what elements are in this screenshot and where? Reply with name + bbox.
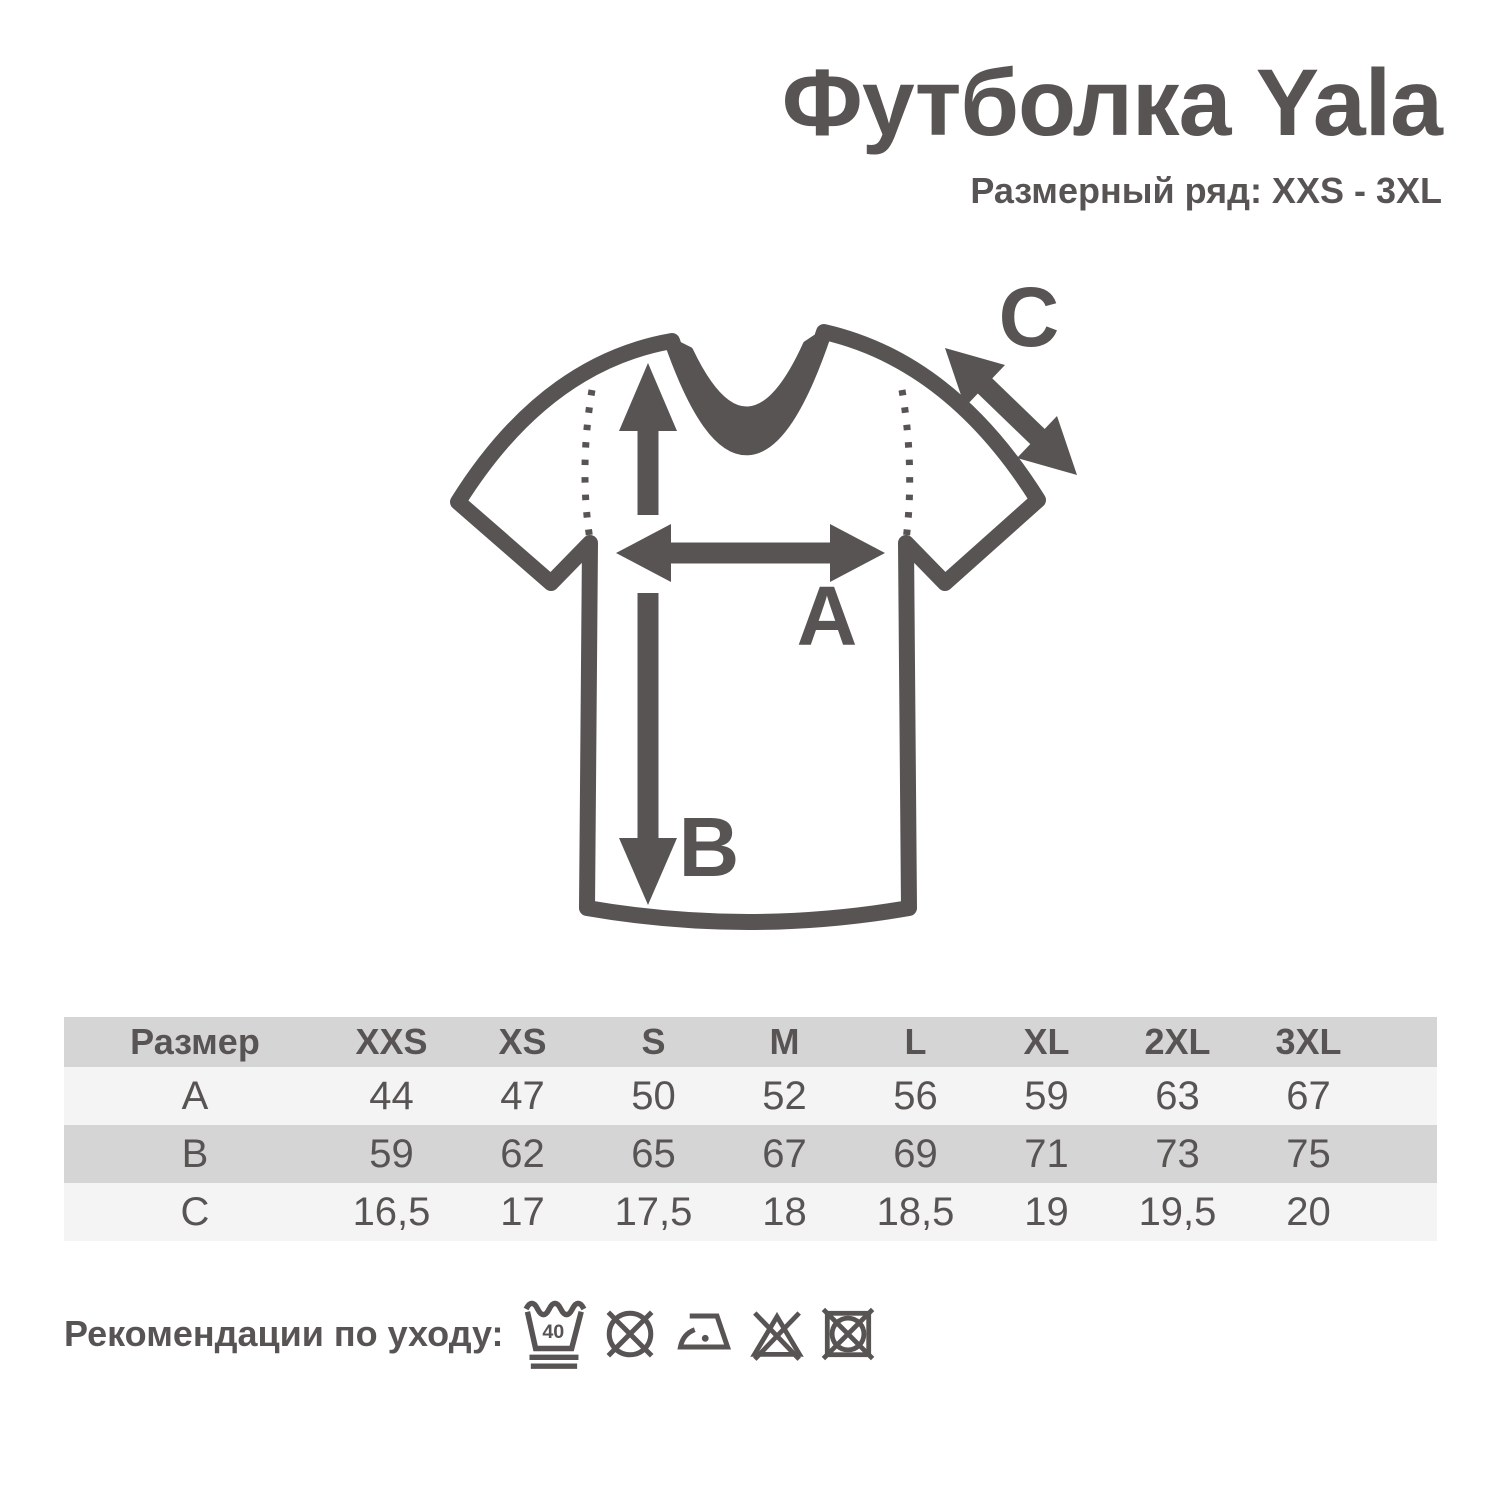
cell: 63 [1155,1073,1200,1118]
row-label: A [181,1073,209,1118]
size-table-wrap: Размер XXS XS S M L XL 2XL 3XL A 44 47 5… [64,1017,1437,1241]
column-header-size: Размер [64,1017,326,1067]
cell: 50 [631,1073,676,1118]
wash-40-icon: 40 [523,1300,586,1369]
measure-c-label: C [999,270,1060,364]
size-table-header-row: Размер XXS XS S M L XL 2XL 3XL [64,1017,1437,1067]
spacer-cell [1374,1125,1437,1183]
left-shoulder-seam-dotted [581,389,596,541]
care-recommendations-label: Рекомендации по уходу: [64,1312,504,1354]
cell: 59 [369,1131,414,1176]
cell: 19 [1024,1189,1069,1234]
cell: 67 [762,1131,807,1176]
column-header-3xl: 3XL [1243,1017,1374,1067]
measure-a-arrow [616,524,885,582]
cell: 65 [631,1131,676,1176]
cell: 18 [762,1189,807,1234]
cell: 17,5 [614,1189,693,1234]
cell: 52 [762,1073,807,1118]
header: Футболка Yala Размерный ряд: XXS - 3XL [781,50,1443,212]
column-header-2xl: 2XL [1112,1017,1243,1067]
cell: 44 [369,1073,414,1118]
wash-temp-label: 40 [542,1321,564,1343]
cell: 59 [1024,1073,1069,1118]
column-header-xxs: XXS [326,1017,457,1067]
care-section: Рекомендации по уходу: 40 [64,1296,878,1371]
measure-c-arrow [945,348,1077,475]
row-label: C [180,1189,210,1234]
table-row-a: A 44 47 50 52 56 59 63 67 [64,1067,1437,1125]
cell: 56 [893,1073,938,1118]
size-table: Размер XXS XS S M L XL 2XL 3XL A 44 47 5… [64,1017,1437,1241]
column-header-l: L [850,1017,981,1067]
right-shoulder-seam-dotted [898,389,914,541]
cell: 17 [500,1189,545,1234]
iron-low-temp-icon [676,1313,731,1349]
column-header-xl: XL [981,1017,1112,1067]
cell: 20 [1286,1189,1331,1234]
cell: 47 [500,1073,545,1118]
table-row-b: B 59 62 65 67 69 71 73 75 [64,1125,1437,1183]
cell: 19,5 [1138,1189,1217,1234]
spacer-cell [1374,1067,1437,1125]
cell: 16,5 [352,1189,431,1234]
measure-b-label: B [679,800,740,894]
table-row-c: C 16,5 17 17,5 18 18,5 19 19,5 20 [64,1183,1437,1241]
product-title: Футболка Yala [781,50,1443,156]
size-range-subtitle: Размерный ряд: XXS - 3XL [970,169,1442,211]
row-label: B [181,1131,209,1176]
cell: 62 [500,1131,545,1176]
cell: 73 [1155,1131,1200,1176]
cell: 69 [893,1131,938,1176]
column-header-s: S [588,1017,719,1067]
column-header-m: M [719,1017,850,1067]
collar-band [669,329,827,451]
column-header-xs: XS [457,1017,588,1067]
do-not-dry-clean-icon [606,1310,653,1357]
cell: 71 [1024,1131,1069,1176]
care-icons-row: 40 [522,1296,878,1371]
spacer-cell [1374,1017,1437,1067]
measure-b-arrow [619,363,677,905]
do-not-tumble-dry-icon [821,1307,874,1360]
do-not-bleach-icon [749,1310,804,1361]
cell: 18,5 [876,1189,955,1234]
cell: 67 [1286,1073,1331,1118]
measure-a-label: A [797,569,858,663]
spacer-cell [1374,1183,1437,1241]
cell: 75 [1286,1131,1331,1176]
